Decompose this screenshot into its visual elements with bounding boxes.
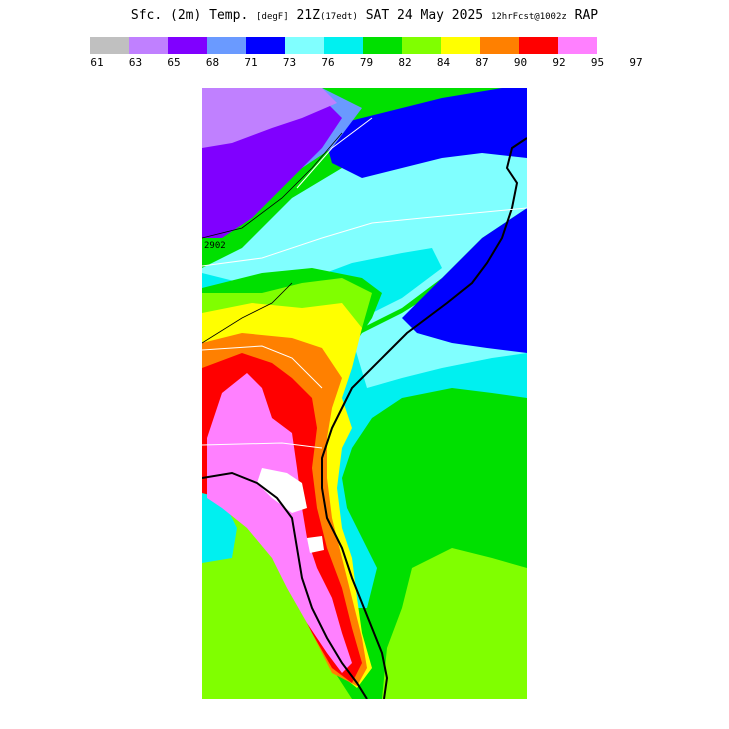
color-scale-ticks: 61 63 65 68 71 73 76 79 82 84 87 90 92 95 97 [0,56,729,70]
scale-tick-73: 73 [282,56,297,69]
color-swatch-11 [519,37,558,54]
color-swatch-0 [90,37,129,54]
title-valid-time: 21Z [296,8,320,23]
scale-tick-79: 79 [359,56,374,69]
temp-band-63-mountains [202,88,337,148]
temp-band-71-atlantic [402,208,527,353]
scale-tick-87: 87 [475,56,489,69]
scale-tick-95: 95 [590,56,605,69]
temp-band-92 [207,373,352,673]
contour-lines [202,132,343,344]
color-swatch-3 [207,37,246,54]
temp-band-95-a [257,468,307,513]
scale-tick-92: 92 [552,56,566,69]
scale-tick-63: 63 [128,56,143,69]
coastline [321,137,527,699]
scale-tick-76: 76 [321,56,335,69]
scale-tick-84: 84 [436,56,451,69]
gulf-coastline [202,471,368,699]
temp-band-71-north [322,88,527,178]
temperature-map: 2902 [202,88,527,699]
map-title: Sfc. (2m) Temp. [degF] 21Z(17edt) SAT 24… [0,8,729,23]
color-swatch-7 [363,37,402,54]
color-swatch-8 [402,37,441,54]
color-swatch-12 [558,37,597,54]
color-swatch-1 [129,37,168,54]
scale-tick-61: 61 [90,56,104,69]
state-borders [202,117,527,449]
color-swatch-6 [324,37,363,54]
color-swatch-10 [480,37,519,54]
scale-tick-65: 65 [167,56,181,69]
title-date: SAT 24 May 2025 [365,8,484,23]
title-model: RAP [574,8,599,23]
contour-label: 2902 [204,241,226,251]
scale-tick-90: 90 [513,56,528,69]
color-swatch-5 [285,37,324,54]
color-swatch-4 [246,37,285,54]
color-scale [90,37,597,54]
color-swatch-2 [168,37,207,54]
scale-tick-97: 97 [629,56,643,69]
title-main: Sfc. (2m) Temp. [130,8,249,23]
title-units: [degF] [256,12,289,22]
temp-band-82-gulf [202,478,352,699]
scale-tick-68: 68 [205,56,220,69]
color-swatch-9 [441,37,480,54]
temp-band-95-b [307,536,324,553]
scale-tick-71: 71 [244,56,258,69]
scale-tick-82: 82 [398,56,412,69]
title-local-time: (17edt) [319,12,358,22]
title-forecast-info: 12hrFcst@1002z [490,12,567,22]
temp-band-82-atlantic [382,548,527,699]
